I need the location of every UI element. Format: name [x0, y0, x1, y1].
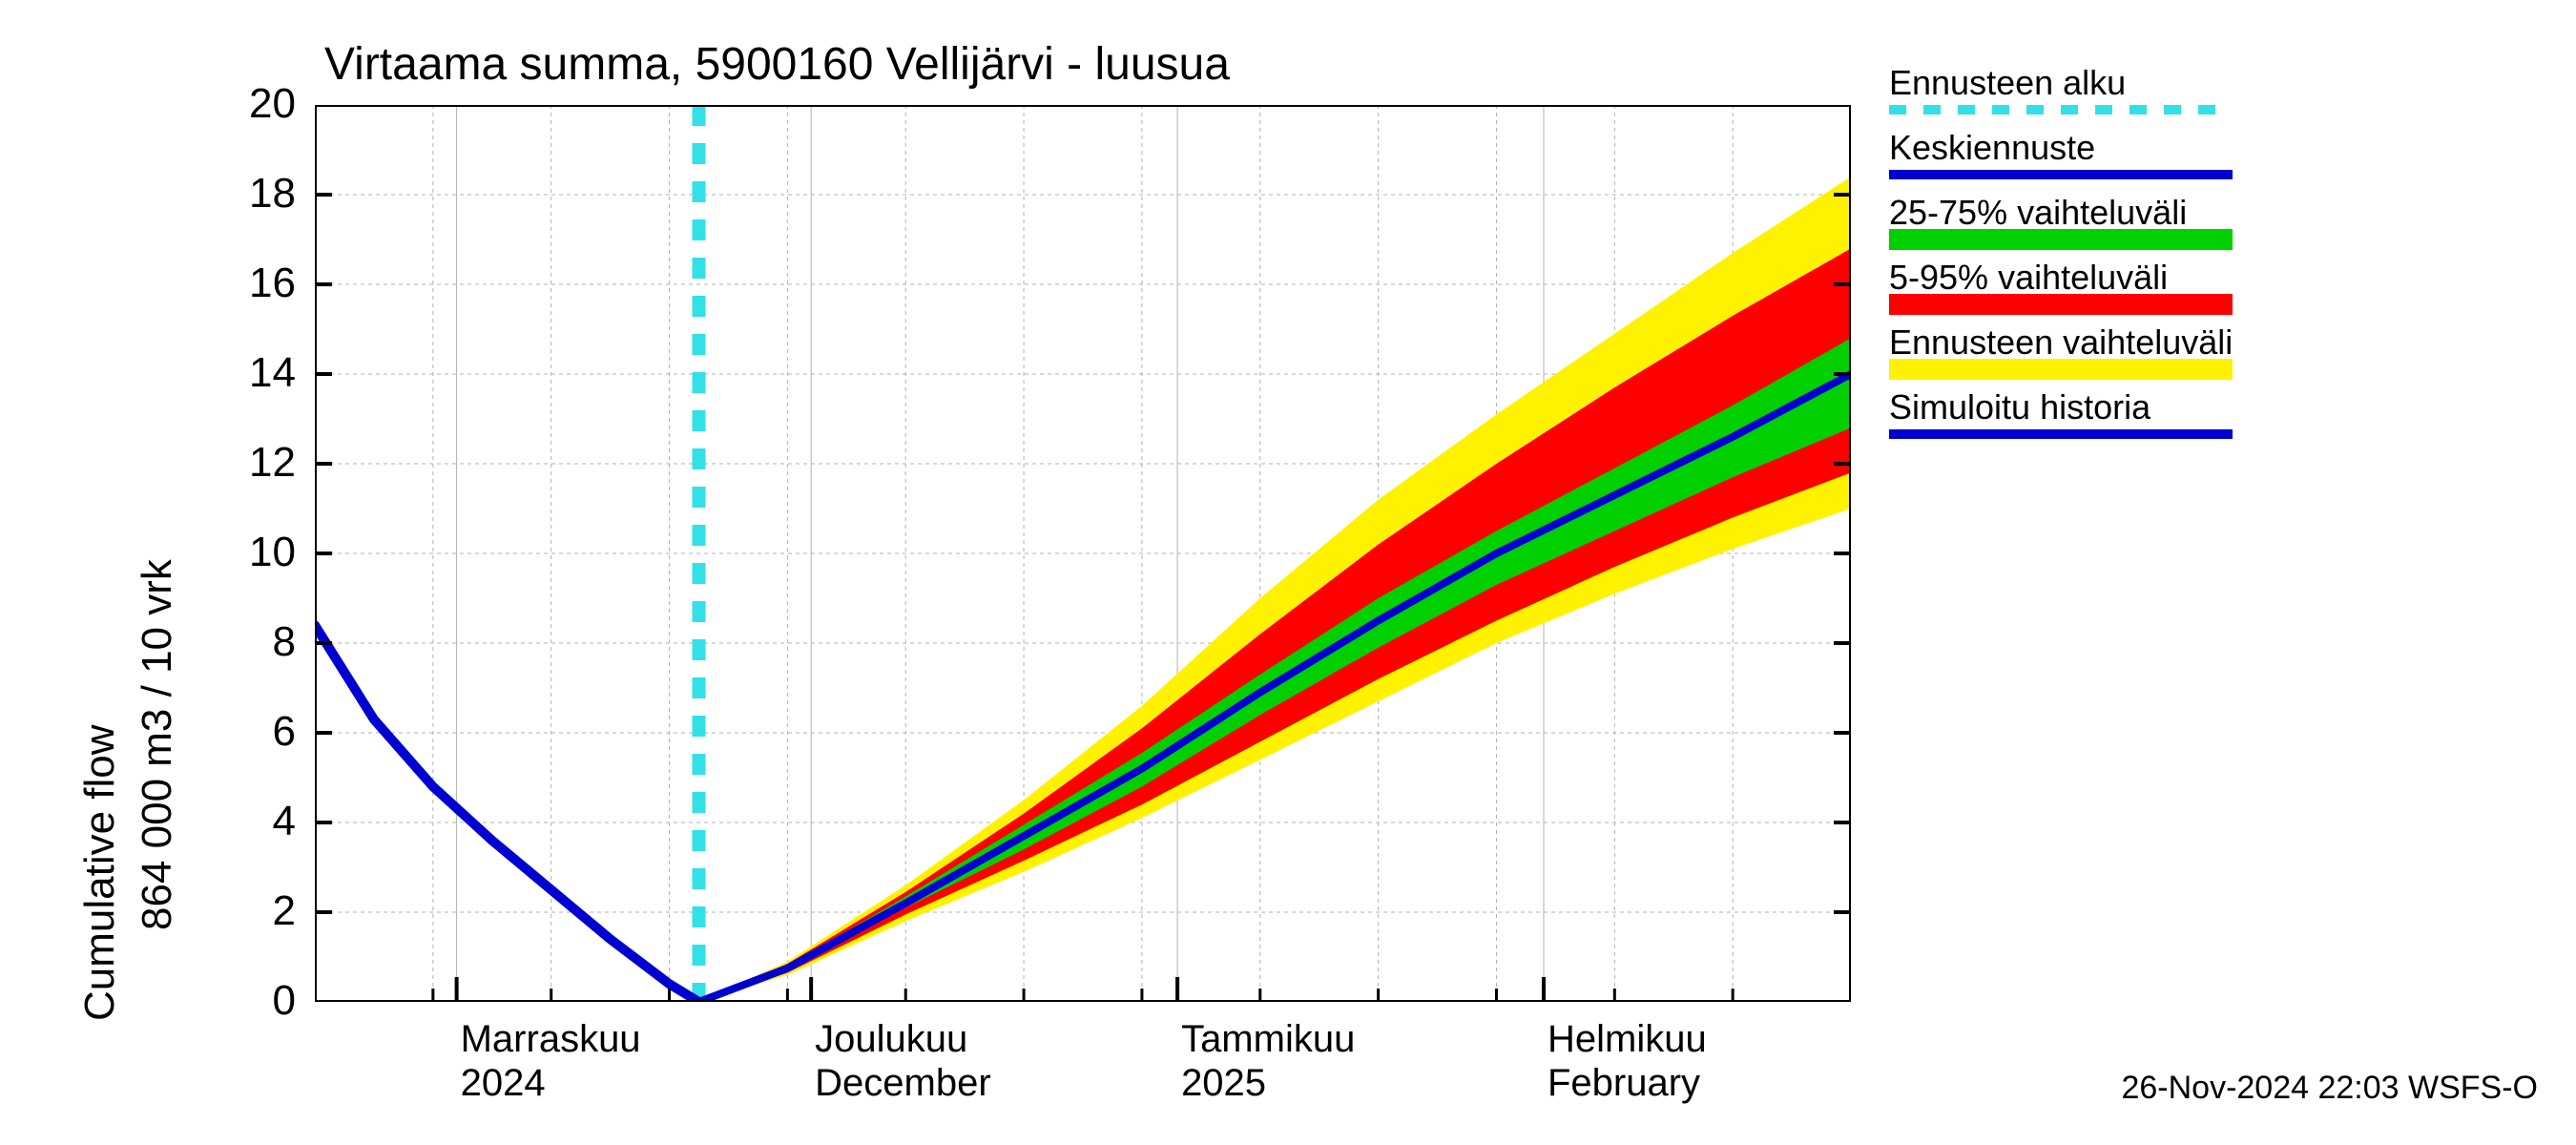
y-tick-label: 18 — [210, 170, 296, 218]
y-tick-label: 2 — [210, 887, 296, 935]
legend-swatch — [1889, 294, 2233, 315]
chart-title: Virtaama summa, 5900160 Vellijärvi - luu… — [324, 38, 1230, 91]
y-tick-label: 14 — [210, 349, 296, 397]
legend-label: 25-75% vaihteluväli — [1889, 193, 2187, 233]
legend-label: Ennusteen vaihteluväli — [1889, 323, 2233, 363]
legend-label: Simuloitu historia — [1889, 387, 2150, 427]
x-tick-label: JoulukuuDecember — [815, 1017, 991, 1105]
x-tick-label: HelmikuuFebruary — [1548, 1017, 1707, 1105]
legend-label: Keskiennuste — [1889, 128, 2095, 168]
legend-swatch — [1889, 105, 2233, 114]
y-tick-label: 20 — [210, 80, 296, 128]
x-tick-label: Tammikuu2025 — [1181, 1017, 1355, 1105]
plot-area — [315, 105, 1851, 1002]
y-tick-label: 12 — [210, 439, 296, 487]
legend-swatch — [1889, 229, 2233, 250]
y-tick-label: 6 — [210, 708, 296, 756]
x-tick-label: Marraskuu2024 — [461, 1017, 641, 1105]
y-tick-label: 8 — [210, 618, 296, 666]
timestamp-label: 26-Nov-2024 22:03 WSFS-O — [2121, 1070, 2538, 1107]
y-tick-label: 0 — [210, 977, 296, 1025]
y-tick-label: 4 — [210, 798, 296, 845]
y-tick-label: 16 — [210, 260, 296, 307]
legend-swatch — [1889, 359, 2233, 380]
y-tick-label: 10 — [210, 529, 296, 576]
legend-swatch — [1889, 429, 2233, 439]
chart-canvas: Virtaama summa, 5900160 Vellijärvi - luu… — [0, 0, 2576, 1145]
legend-swatch — [1889, 170, 2233, 179]
y-axis-label-1: Cumulative flow — [76, 724, 124, 1021]
legend-label: 5-95% vaihteluväli — [1889, 258, 2168, 298]
y-axis-label-2: 864 000 m3 / 10 vrk — [134, 559, 181, 930]
legend-label: Ennusteen alku — [1889, 63, 2126, 103]
